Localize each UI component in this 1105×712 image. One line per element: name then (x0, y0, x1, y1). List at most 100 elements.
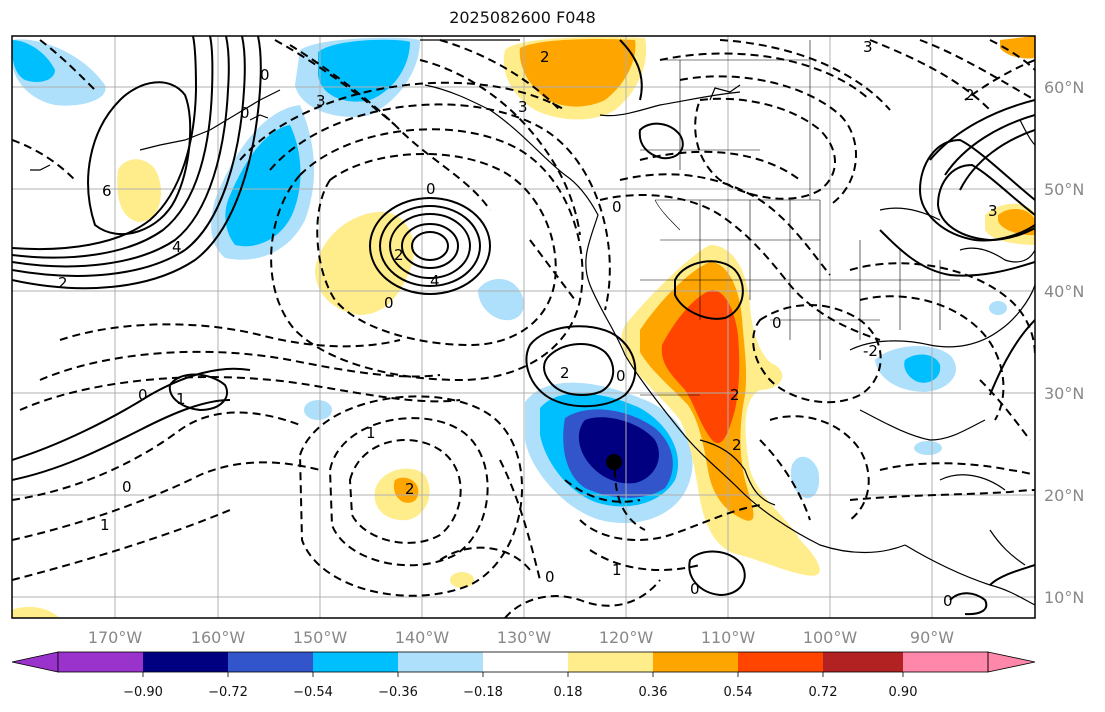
pos-anomaly-sw-strong (661, 290, 740, 444)
neg-anomaly-pacific-band (225, 125, 301, 247)
coastlines (30, 39, 1035, 606)
contour-label: 0 (122, 478, 132, 496)
lon-label: 90°W (910, 628, 954, 647)
contour-label: 0 (260, 66, 270, 84)
contour-label: 0 (138, 386, 148, 404)
contour-label: 6 (102, 182, 112, 200)
pos-anomaly-east-mid (998, 208, 1035, 236)
contour-label: 2 (732, 436, 742, 454)
colorbar-swatch (568, 652, 653, 672)
contour-label: 2 (394, 246, 404, 264)
lon-label: 130°W (497, 628, 552, 647)
colorbar-swatch (313, 652, 398, 672)
lat-label: 20°N (1044, 486, 1084, 505)
colorbar-swatch (398, 652, 483, 672)
contour-label: 2 (560, 364, 570, 382)
contour-label: 0 (943, 592, 953, 610)
pos-anomaly-hawaii-mid (393, 477, 419, 503)
colorbar-tick-label: −0.72 (208, 685, 248, 700)
colorbar-under-arrow (11, 651, 59, 673)
lat-label: 50°N (1044, 180, 1084, 199)
pos-anomaly-ne-corner (1000, 36, 1035, 59)
neg-anomaly-small-2 (304, 400, 332, 420)
colorbar-tick-label: 0.36 (639, 685, 668, 700)
contours-dashed (12, 39, 1035, 618)
map-frame (11, 35, 1036, 619)
contour-label: 2 (540, 48, 550, 66)
colorbar-over-arrow (987, 651, 1036, 673)
contour-label: 0 (384, 294, 394, 312)
contour-label: 0 (240, 104, 250, 122)
shading-layer (12, 36, 1035, 618)
neg-anomaly-small-3 (914, 441, 942, 455)
neg-anomaly-small-5 (989, 301, 1007, 315)
colorbar-tick-label: 0.72 (809, 685, 838, 700)
colorbar-tick-label: −0.18 (463, 685, 503, 700)
pos-anomaly-small-4 (450, 572, 474, 588)
contours-solid (12, 36, 1035, 616)
pos-anomaly-alaska-mid (519, 38, 636, 107)
contour-label: 3 (863, 38, 873, 56)
lon-label: 160°W (191, 628, 246, 647)
colorbar-tick-label: 0.18 (554, 685, 583, 700)
pos-anomaly-140w (315, 211, 414, 315)
latitude-labels: 60°N 50°N 40°N 30°N 20°N 10°N (1044, 78, 1084, 607)
colorbar-swatch (738, 652, 823, 672)
graticule (12, 36, 1035, 618)
contour-label: 1 (366, 424, 376, 442)
contour-label: 2 (965, 86, 975, 104)
contour-label: 0 (616, 367, 626, 385)
low-center-marker (606, 454, 622, 470)
contour-label: 4 (430, 272, 440, 290)
colorbar-swatch (483, 652, 568, 672)
contour-label: -2 (863, 342, 878, 360)
lat-label: 60°N (1044, 78, 1084, 97)
contour-label: 3 (988, 202, 998, 220)
neg-anomaly-caribbean-coast (790, 456, 820, 499)
pos-anomaly-sw-corner (12, 606, 60, 618)
contour-label: 2 (730, 386, 740, 404)
contour-label: 1 (612, 561, 622, 579)
lon-label: 100°W (803, 628, 858, 647)
map-title: 2025082600 F048 (449, 8, 596, 27)
colorbar-tick-label: 0.90 (889, 685, 918, 700)
lon-label: 120°W (599, 628, 654, 647)
colorbar-tick-label: −0.90 (123, 685, 163, 700)
neg-anomaly-baja-core (578, 417, 659, 484)
lon-label: 150°W (293, 628, 348, 647)
longitude-labels: 170°W 160°W 150°W 140°W 130°W 120°W 110°… (88, 628, 954, 647)
lon-label: 110°W (701, 628, 756, 647)
contour-label: 0 (612, 198, 622, 216)
colorbar-tick-label: −0.36 (378, 685, 418, 700)
colorbar-tick-label: 0.54 (724, 685, 753, 700)
contour-label: 3 (518, 98, 528, 116)
colorbar-swatch (903, 652, 988, 672)
colorbar-ticks (142, 672, 904, 677)
contour-label: 2 (58, 274, 68, 292)
contour-label: 1 (176, 390, 186, 408)
colorbar: −0.90 −0.72 −0.54 −0.36 −0.18 0.18 0.36 … (11, 651, 1036, 700)
contour-label: 2 (405, 480, 415, 498)
colorbar-swatch (823, 652, 903, 672)
colorbar-tick-label: −0.54 (293, 685, 333, 700)
lat-label: 40°N (1044, 282, 1084, 301)
contour-label: 4 (172, 238, 182, 256)
neg-anomaly-dateline-mid (12, 40, 55, 82)
neg-anomaly-small-1 (478, 278, 525, 321)
neg-anomaly-gulf-mexico-mid (904, 354, 941, 383)
contour-label: 0 (426, 180, 436, 198)
contour-labels: 2 3 0 6 4 2 0 4 0 0 1 0 1 0 2 2 3 2 0 0 … (58, 38, 998, 610)
contour-label: 3 (316, 92, 326, 110)
colorbar-swatch (228, 652, 313, 672)
pos-anomaly-west-pac (117, 159, 161, 222)
contour-label: 0 (772, 314, 782, 332)
lat-label: 10°N (1044, 588, 1084, 607)
contour-label: 1 (100, 516, 110, 534)
contour-label: 0 (690, 580, 700, 598)
colorbar-swatch (58, 652, 143, 672)
colorbar-swatch (143, 652, 228, 672)
lon-label: 140°W (395, 628, 450, 647)
map-panel: 2 3 0 6 4 2 0 4 0 0 1 0 1 0 2 2 3 2 0 0 … (12, 36, 1035, 618)
lon-label: 170°W (88, 628, 143, 647)
